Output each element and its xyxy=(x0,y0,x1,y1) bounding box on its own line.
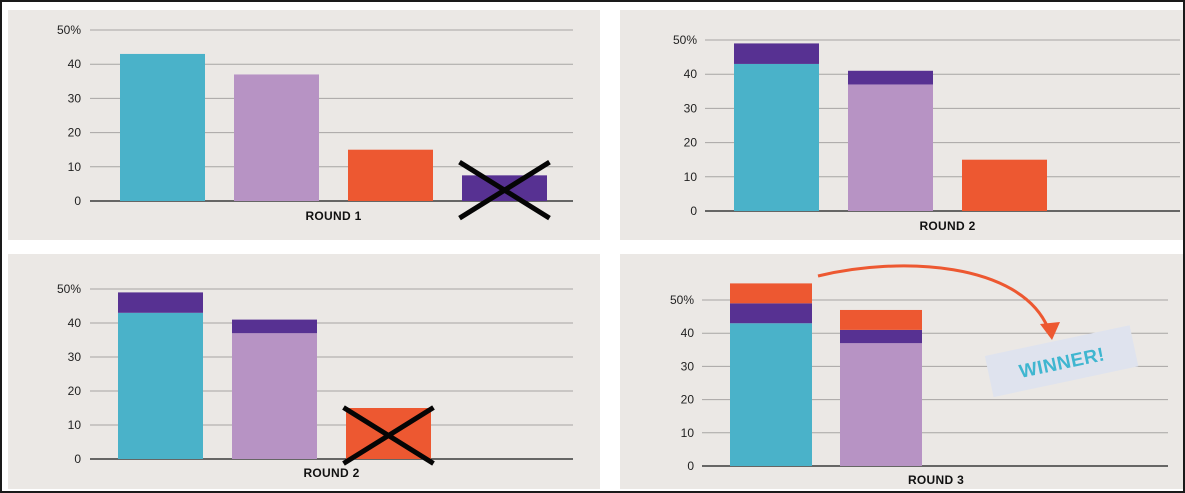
y-tick-label: 20 xyxy=(681,393,695,407)
y-tick-label: 0 xyxy=(687,459,694,473)
y-tick-label: 50% xyxy=(670,293,694,307)
x-axis-label: ROUND 2 xyxy=(919,219,975,233)
bar-segment xyxy=(234,74,319,201)
y-tick-label: 40 xyxy=(684,67,698,81)
y-tick-label: 50% xyxy=(57,282,81,296)
y-tick-label: 20 xyxy=(68,126,82,140)
chart-round-2-bottom: 0 10 20 30 40 50% ROUND 2 xyxy=(8,254,600,489)
chart-round-3: 0 10 20 30 40 50% ROUND 3 WINNER! xyxy=(620,254,1183,489)
bar-segment xyxy=(348,149,433,201)
x-axis-label: ROUND 2 xyxy=(303,466,359,480)
y-tick-label: 40 xyxy=(68,57,82,71)
bar-segment xyxy=(730,283,812,304)
y-tick-label: 40 xyxy=(681,326,695,340)
eliminated-cross-stroke xyxy=(342,405,435,466)
chart-svg-round-3: 0 10 20 30 40 50% ROUND 3 WINNER! xyxy=(670,264,1168,487)
bar-segment xyxy=(730,323,812,466)
bar-segment xyxy=(962,159,1047,211)
bar-segment xyxy=(848,70,933,85)
chart-round-1: 0 10 20 30 40 50% ROUND 1 xyxy=(8,10,600,240)
bar-segment xyxy=(840,329,922,344)
y-tick-label: 20 xyxy=(68,384,82,398)
y-tick-label: 20 xyxy=(684,136,698,150)
bar-segment xyxy=(118,292,203,313)
x-axis-label: ROUND 1 xyxy=(305,209,361,223)
y-tick-label: 0 xyxy=(690,204,697,218)
y-tick-label: 10 xyxy=(68,160,82,174)
y-tick-label: 10 xyxy=(681,426,695,440)
bar-segment xyxy=(118,312,203,459)
y-tick-label: 10 xyxy=(68,418,82,432)
bar-segment xyxy=(232,319,317,334)
chart-svg-round-2-top: 0 10 20 30 40 50% ROUND 2 xyxy=(673,33,1180,233)
y-tick-label: 50% xyxy=(57,23,81,37)
bar-segment xyxy=(232,333,317,459)
y-tick-label: 30 xyxy=(681,359,695,373)
chart-svg-round-2-bottom: 0 10 20 30 40 50% ROUND 2 xyxy=(57,282,573,480)
bar-segment xyxy=(840,309,922,330)
eliminated-cross-stroke xyxy=(458,160,551,221)
bar-segment xyxy=(730,303,812,324)
y-tick-label: 0 xyxy=(74,452,81,466)
y-tick-label: 40 xyxy=(68,316,82,330)
winner-tag-background xyxy=(984,325,1139,398)
chart-round-2-top: 0 10 20 30 40 50% ROUND 2 xyxy=(620,10,1183,240)
winner-arrow xyxy=(817,264,1050,329)
winner-tag: WINNER! xyxy=(984,325,1139,398)
winner-arrowhead xyxy=(1040,322,1060,340)
bar-segment xyxy=(734,43,819,64)
bar-segment xyxy=(848,84,933,211)
bar-segment xyxy=(840,343,922,466)
bar-segment xyxy=(120,53,205,201)
bar-segment xyxy=(734,63,819,211)
y-tick-label: 30 xyxy=(684,101,698,115)
y-tick-label: 0 xyxy=(74,194,81,208)
y-tick-label: 10 xyxy=(684,170,698,184)
y-tick-label: 50% xyxy=(673,33,697,47)
y-tick-label: 30 xyxy=(68,91,82,105)
chart-svg-round-1: 0 10 20 30 40 50% ROUND 1 xyxy=(57,23,573,223)
x-axis-label: ROUND 3 xyxy=(908,473,964,487)
y-tick-label: 30 xyxy=(68,350,82,364)
